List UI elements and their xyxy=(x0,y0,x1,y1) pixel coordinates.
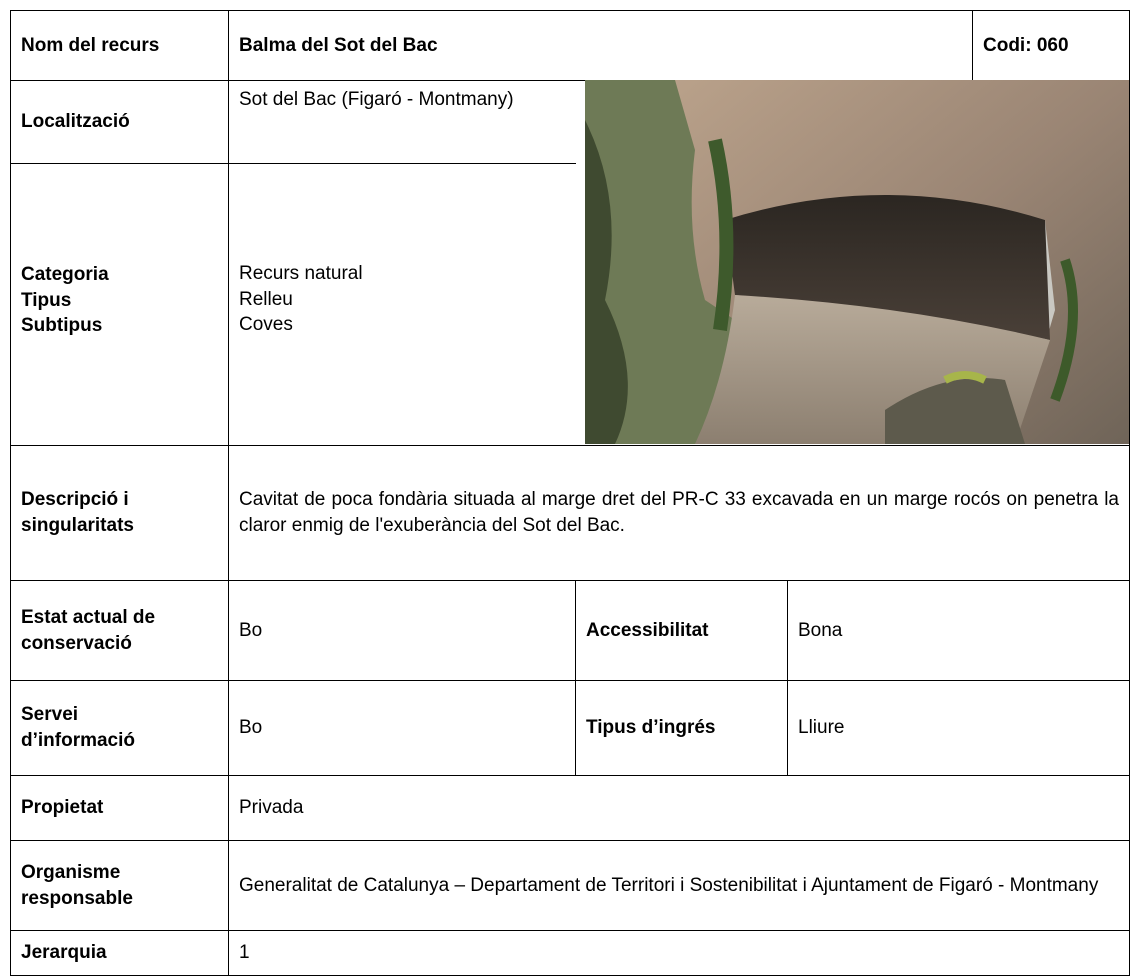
text: Categoria xyxy=(21,264,109,285)
ownership-value: Privada xyxy=(228,775,1130,841)
location-value: Sot del Bac (Figaró - Montmany) xyxy=(228,80,576,164)
organisation-label: Organisme responsable xyxy=(10,840,229,931)
description-label: Descripció i singularitats xyxy=(10,445,229,581)
ownership-label: Propietat xyxy=(10,775,229,841)
information-label: Servei d’informació xyxy=(10,680,229,776)
text: Localització xyxy=(21,111,130,133)
hierarchy-label: Jerarquia xyxy=(10,930,229,976)
resource-code: Codi: 060 xyxy=(972,10,1130,81)
header-label: Nom del recurs xyxy=(10,10,229,81)
classification-values: Recurs natural Relleu Coves xyxy=(228,163,576,446)
text: Propietat xyxy=(21,797,104,819)
conservation-label: Estat actual de conservació xyxy=(10,580,229,681)
text: Cavitat de poca fondària situada al marg… xyxy=(239,489,1119,536)
text: Bo xyxy=(239,619,263,641)
text: Tipus xyxy=(21,289,72,311)
entry-label: Tipus d’ingrés xyxy=(575,680,788,776)
text: Privada xyxy=(239,797,304,819)
text: Bona xyxy=(798,619,843,641)
text: Sot del Bac (Figaró - Montmany) xyxy=(239,89,514,110)
photo xyxy=(585,80,1129,444)
accessibility-value: Bona xyxy=(787,580,1130,681)
accessibility-label: Accessibilitat xyxy=(575,580,788,681)
hierarchy-value: 1 xyxy=(228,930,1130,976)
information-value: Bo xyxy=(228,680,576,776)
text: Bo xyxy=(239,717,263,739)
location-label: Localització xyxy=(10,80,229,164)
description-value: Cavitat de poca fondària situada al marg… xyxy=(228,445,1130,581)
photo-cell xyxy=(575,80,1130,446)
text: 1 xyxy=(239,942,250,964)
resource-name: Balma del Sot del Bac xyxy=(228,10,973,81)
text: Descripció i singularitats xyxy=(21,489,134,536)
text: Accessibilitat xyxy=(586,619,709,641)
text: Nom del recurs xyxy=(21,34,160,56)
text: Servei d’informació xyxy=(21,704,136,751)
text: Codi: 060 xyxy=(983,34,1069,56)
entry-value: Lliure xyxy=(787,680,1130,776)
text: Recurs natural xyxy=(239,263,363,284)
text: Organisme responsable xyxy=(21,861,133,909)
text: Generalitat de Catalunya – Departament d… xyxy=(239,874,1099,896)
text: Relleu xyxy=(239,288,293,310)
text: Estat actual de conservació xyxy=(21,606,156,654)
text: Lliure xyxy=(798,717,845,739)
text: Jerarquia xyxy=(21,942,107,964)
classification-labels: Categoria Tipus Subtipus xyxy=(10,163,229,446)
text: Balma del Sot del Bac xyxy=(239,34,438,56)
conservation-value: Bo xyxy=(228,580,576,681)
text: Subtipus xyxy=(21,315,103,337)
text: Tipus d’ingrés xyxy=(586,717,716,739)
organisation-value: Generalitat de Catalunya – Departament d… xyxy=(228,840,1130,931)
text: Coves xyxy=(239,314,293,336)
